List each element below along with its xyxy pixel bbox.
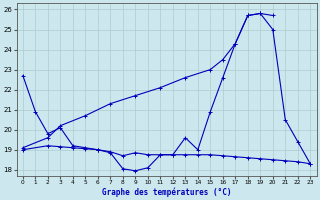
X-axis label: Graphe des températures (°C): Graphe des températures (°C)	[102, 187, 231, 197]
